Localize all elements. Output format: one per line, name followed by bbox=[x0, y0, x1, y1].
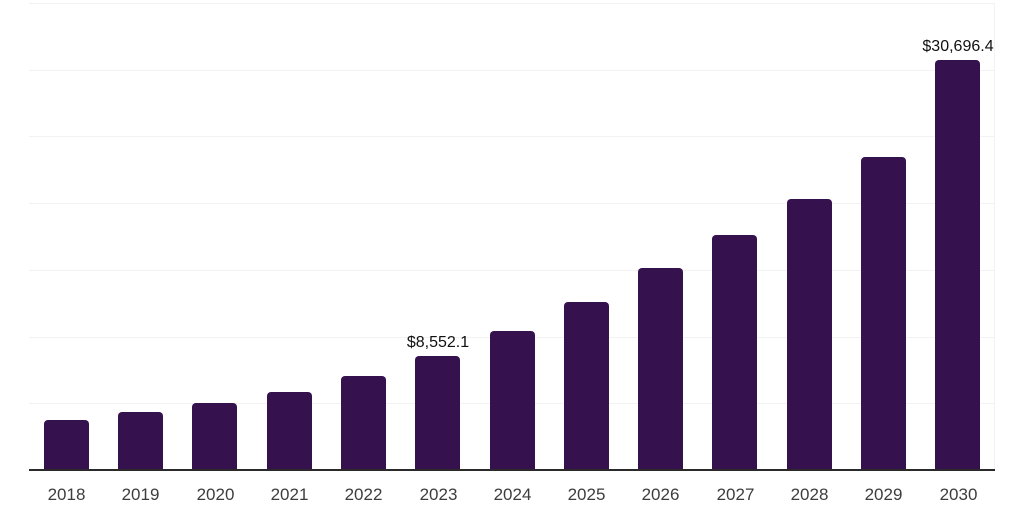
x-tick-label-2027: 2027 bbox=[716, 485, 755, 504]
gridline bbox=[29, 136, 995, 137]
plot-right-border bbox=[994, 3, 995, 470]
x-axis-labels: 2018 2019 2020 2021 2022 2023 2024 2025 2026 2027… bbox=[29, 486, 995, 508]
x-tick-label-2026: 2026 bbox=[641, 485, 680, 504]
bar-2027[interactable] bbox=[712, 235, 757, 470]
x-tick-label-2025: 2025 bbox=[567, 485, 606, 504]
bar-2024[interactable] bbox=[490, 331, 535, 470]
bar-2022[interactable] bbox=[341, 376, 386, 470]
data-label-2030: $30,696.4 bbox=[922, 37, 994, 55]
gridline bbox=[29, 3, 995, 4]
x-axis-line bbox=[29, 469, 995, 471]
x-tick-label-2018: 2018 bbox=[47, 485, 86, 504]
x-tick-label-2024: 2024 bbox=[493, 485, 532, 504]
bar-2029[interactable] bbox=[861, 157, 906, 470]
x-tick-label-2019: 2019 bbox=[121, 485, 160, 504]
data-label-2023: $8,552.1 bbox=[406, 333, 470, 351]
bar-2028[interactable] bbox=[787, 199, 832, 470]
x-tick-label-2022: 2022 bbox=[344, 485, 383, 504]
gridline bbox=[29, 270, 995, 271]
x-tick-label-2030: 2030 bbox=[939, 485, 978, 504]
x-tick-label-2021: 2021 bbox=[270, 485, 309, 504]
gridline bbox=[29, 70, 995, 71]
bar-2030[interactable] bbox=[935, 60, 980, 470]
x-tick-label-2020: 2020 bbox=[196, 485, 235, 504]
gridline bbox=[29, 203, 995, 204]
bar-2020[interactable] bbox=[192, 403, 237, 470]
bar-2018[interactable] bbox=[44, 420, 89, 470]
bar-2019[interactable] bbox=[118, 412, 163, 470]
bar-2026[interactable] bbox=[638, 268, 683, 470]
x-tick-label-2028: 2028 bbox=[790, 485, 829, 504]
x-tick-label-2029: 2029 bbox=[864, 485, 903, 504]
bar-2025[interactable] bbox=[564, 302, 609, 470]
bar-2021[interactable] bbox=[267, 392, 312, 470]
x-tick-label-2023: 2023 bbox=[419, 485, 458, 504]
bar-2023[interactable] bbox=[415, 356, 460, 470]
plot-area: $8,552.1 $30,696.4 bbox=[29, 0, 995, 470]
